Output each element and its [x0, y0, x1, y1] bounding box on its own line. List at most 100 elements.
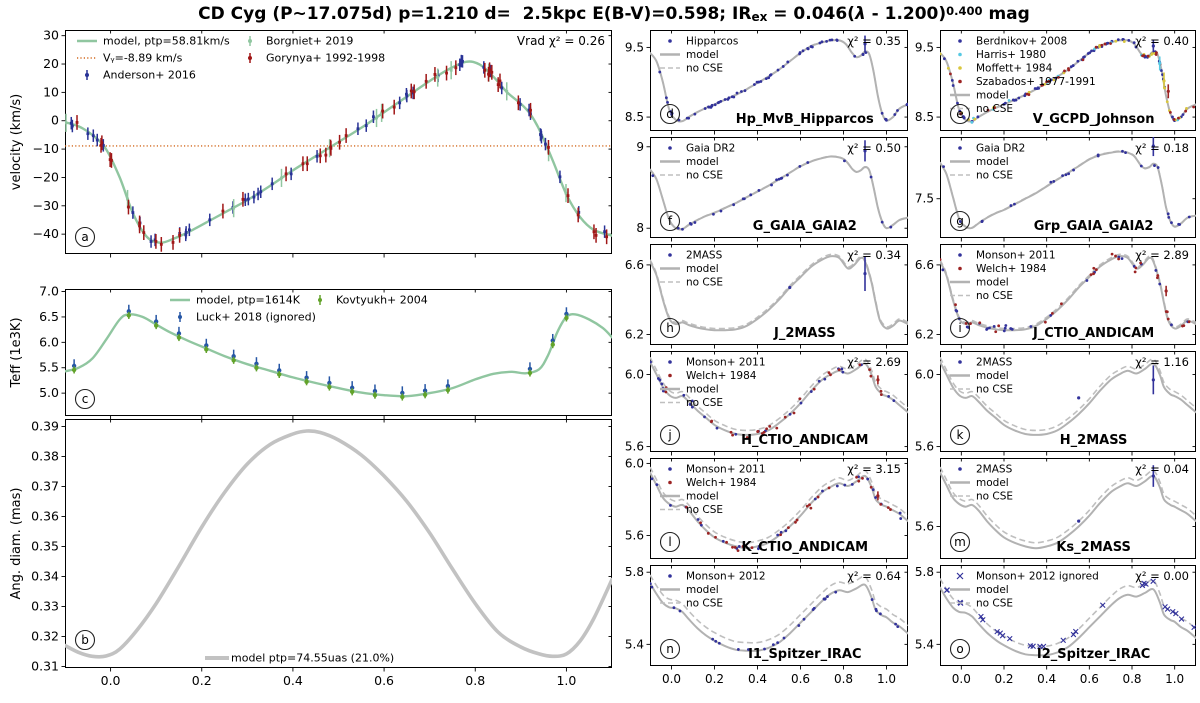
- legend-label: 2MASS: [686, 250, 723, 262]
- plot-border: [65, 289, 612, 416]
- legend-label: model: [686, 156, 719, 168]
- y-tick-label: 0.36: [31, 509, 59, 524]
- panel-letter-text: l: [668, 535, 671, 549]
- plot-area: [940, 137, 1196, 230]
- axis-ticks: [936, 244, 1196, 349]
- model-curve: [940, 255, 1196, 332]
- plot-area: [940, 38, 1196, 124]
- band-watermark: Hp_MvB_Hipparcos: [736, 112, 874, 127]
- panel-letter-circle: [949, 638, 971, 660]
- panel-letter-circle: [74, 629, 96, 651]
- axis-ticks: [61, 30, 612, 258]
- data-point: [1151, 474, 1155, 478]
- legend-label: model ptp=74.55uas (21.0%): [231, 652, 394, 665]
- scatter-gaia-dr2: [942, 149, 1191, 226]
- panel-letter-circle: [659, 103, 681, 125]
- legend-errorbar-swatch: [248, 39, 252, 43]
- panel-letter-text: i: [958, 321, 961, 335]
- y-tick-label: 9: [636, 140, 644, 154]
- scatter-hipparcos: [658, 38, 908, 122]
- data-point: [788, 285, 792, 290]
- y-tick-label: 0: [51, 113, 59, 128]
- legend-label: model: [976, 477, 1009, 489]
- chi-square-label: χ² = 0.34: [847, 248, 901, 262]
- band-watermark: I1_Spitzer_IRAC: [748, 647, 861, 662]
- legend-label: no CSE: [976, 598, 1013, 610]
- panel-letter-text: c: [82, 392, 89, 406]
- panel-letter-text: m: [954, 535, 966, 549]
- legend-label: no CSE: [976, 290, 1013, 302]
- y-tick-label: 0.33: [31, 599, 59, 614]
- legend: model ptp=74.55uas (21.0%): [205, 652, 394, 665]
- y-tick-label: 5.0: [39, 385, 59, 400]
- scatter-kovtyukh-2004: [71, 311, 569, 401]
- axis-ticks: [646, 458, 908, 563]
- band-watermark: K_CTIO_ANDICAM: [742, 540, 868, 555]
- panel-letter: e: [949, 103, 971, 125]
- legend-label: Vᵧ=-8.89 km/s: [103, 52, 183, 65]
- panel-letter-circle: [74, 226, 96, 248]
- panel-letter-text: j: [667, 428, 671, 442]
- legend-errorbar-swatch: [318, 298, 322, 302]
- legend-errorbar-swatch: [85, 73, 89, 77]
- legend-label: Borgniet+ 2019: [266, 35, 353, 48]
- data-point: [1077, 519, 1081, 523]
- y-tick-label: 6.0: [915, 367, 934, 381]
- y-tick-label: 6.0: [39, 334, 59, 349]
- scatter-monson-2011: [650, 360, 896, 436]
- legend-label: no CSE: [976, 103, 1013, 115]
- x-tick-label: 0.0: [101, 673, 121, 688]
- panel-letter: a: [74, 226, 96, 248]
- chi-square-label: χ² = 3.15: [847, 462, 901, 476]
- legend-label: Anderson+ 2016: [103, 69, 196, 82]
- panel-letter-circle: [949, 424, 971, 446]
- axis-ticks: [646, 137, 908, 242]
- plot-area: [65, 429, 612, 659]
- axis-ticks: [936, 565, 1196, 670]
- y-tick-label: 5.5: [39, 360, 59, 375]
- x-tick-label: 0.6: [1080, 672, 1099, 686]
- x-tick-label: 0.8: [465, 673, 485, 688]
- data-point: [1164, 289, 1168, 293]
- legend-label: no CSE: [686, 277, 723, 289]
- y-tick-label: 6.6: [915, 258, 934, 272]
- chi-square-label: χ² = 0.40: [1135, 34, 1189, 48]
- chi-square-label: χ² = 0.35: [847, 34, 901, 48]
- panel-letter-circle: [659, 424, 681, 446]
- model-curve: [940, 360, 1196, 436]
- panel-letter-circle: [659, 638, 681, 660]
- panel-letter: c: [74, 388, 96, 410]
- legend-label: model: [686, 491, 719, 503]
- panel-letter: d: [659, 103, 681, 125]
- axis-ticks: [61, 419, 612, 672]
- data-point: [1162, 79, 1166, 83]
- legend-label: no CSE: [976, 170, 1013, 182]
- panel-letter: j: [659, 424, 681, 446]
- legend-label: Monson+ 2012: [686, 571, 766, 583]
- x-tick-label: 0.4: [283, 673, 303, 688]
- y-tick-label: 6.2: [625, 328, 644, 342]
- chi-square-label: χ² = 0.18: [1135, 141, 1189, 155]
- y-tick-label: 30: [43, 28, 59, 43]
- y-tick-label: 20: [43, 56, 59, 71]
- panel-letter: m: [949, 531, 971, 553]
- axis-ticks: [936, 351, 1196, 456]
- panel-letter-text: e: [956, 107, 963, 121]
- y-tick-label: 7.5: [915, 192, 934, 206]
- y-tick-label: −30: [33, 198, 59, 213]
- y-tick-label: −10: [33, 141, 59, 156]
- y-tick-label: 5.6: [625, 440, 644, 454]
- legend-label: model: [976, 584, 1009, 596]
- x-tick-label: 0.4: [748, 672, 767, 686]
- legend-dot-swatch: [958, 253, 962, 257]
- band-watermark: Grp_GAIA_GAIA2: [1034, 219, 1154, 234]
- band-watermark: V_GCPD_Johnson: [1033, 112, 1155, 127]
- data-point: [1077, 396, 1081, 400]
